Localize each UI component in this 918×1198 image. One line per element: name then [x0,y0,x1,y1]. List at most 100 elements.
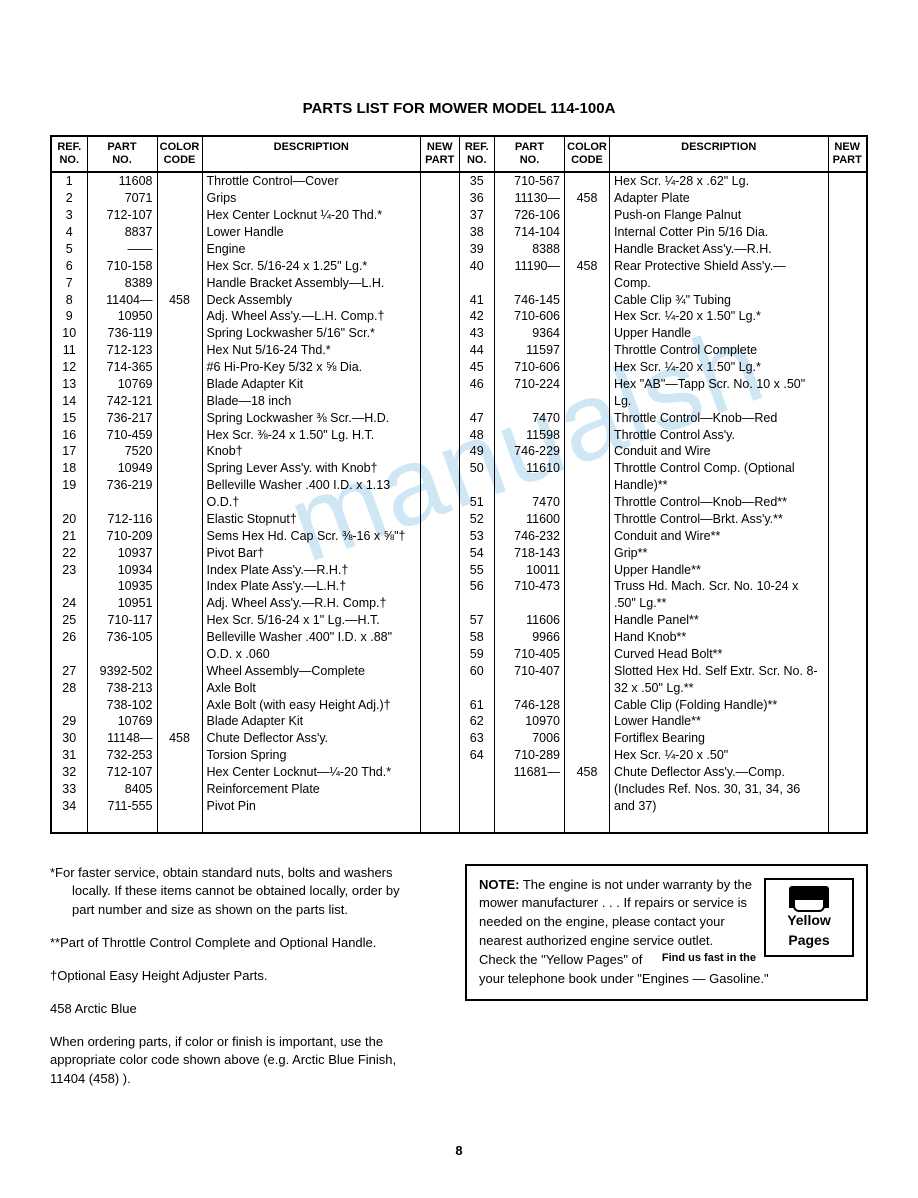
cell-part: 8405 [87,781,157,798]
cell-color [157,410,202,427]
cell-ref: 13 [52,376,87,393]
cell-part: 9966 [495,629,565,646]
cell-ref: 6 [52,258,87,275]
cell-color [565,713,610,730]
table-row: 78389Handle Bracket Assembly—L.H. [52,275,459,292]
cell-part: 710-117 [87,612,157,629]
cell-part: 712-107 [87,764,157,781]
cell-ref: 5 [52,241,87,258]
cell-new [421,747,459,764]
table-row: 37726-106Push-on Flange Palnut [460,207,867,224]
cell-color [565,646,610,663]
cell-color [157,342,202,359]
cell-ref: 54 [460,545,495,562]
cell-desc: Adj. Wheel Ass'y.—R.H. Comp.† [202,595,421,612]
cell-desc: Blade—18 inch [202,393,421,410]
cell-desc: Lower Handle [202,224,421,241]
cell-ref: 26 [52,629,87,663]
cell-new [828,494,866,511]
cell-ref: 31 [52,747,87,764]
table-row: 11712-123Hex Nut 5/16-24 Thd.* [52,342,459,359]
cell-color [565,460,610,494]
cell-desc: Slotted Hex Hd. Self Extr. Scr. No. 8-32… [610,663,829,697]
cell-desc: Throttle Control—Brkt. Ass'y.** [610,511,829,528]
cell-desc: Hex Scr. ¼-20 x .50" [610,747,829,764]
cell-part: 11606 [495,612,565,629]
cell-color [565,511,610,528]
footnote-dstar: **Part of Throttle Control Complete and … [50,934,425,953]
cell-desc: Hex Nut 5/16-24 Thd.* [202,342,421,359]
cell-ref: 55 [460,562,495,579]
cell-color [157,376,202,393]
cell-desc: Rear Protective Shield Ass'y.— Comp. [610,258,829,292]
parts-table-left: REF.NO. PARTNO. COLORCODE DESCRIPTION NE… [52,137,459,832]
table-row: 46710-224Hex "AB"—Tapp Scr. No. 10 x .50… [460,376,867,410]
cell-part: 712-107 [87,207,157,224]
table-row: 811404—458Deck Assembly [52,292,459,309]
cell-new [828,427,866,444]
cell-color [565,697,610,714]
cell-new [421,595,459,612]
cell-desc: Reinforcement Plate [202,781,421,798]
cell-color [157,562,202,579]
cell-color [565,528,610,545]
table-row: 2910769Blade Adapter Kit [52,713,459,730]
cell-color: 458 [565,190,610,207]
cell-color [157,241,202,258]
cell-desc: Curved Head Bolt** [610,646,829,663]
cell-ref: 52 [460,511,495,528]
cell-desc: Axle Bolt [202,680,421,697]
cell-part: 11190— [495,258,565,292]
cell-part: 746-229 [495,443,565,460]
cell-part: 11148— [87,730,157,747]
cell-new [421,680,459,697]
table-row: 3611130—458Adapter Plate [460,190,867,207]
cell-part: 10950 [87,308,157,325]
cell-desc: Knob† [202,443,421,460]
table-row: 5711606Handle Panel** [460,612,867,629]
cell-new [828,511,866,528]
cell-desc: Engine [202,241,421,258]
cell-new [421,460,459,477]
cell-desc: Grips [202,190,421,207]
table-row: 61746-128Cable Clip (Folding Handle)** [460,697,867,714]
table-row: 38714-104Internal Cotter Pin 5/16 Dia. [460,224,867,241]
cell-color [157,172,202,190]
cell-desc: Grip** [610,545,829,562]
cell-color [157,325,202,342]
cell-color [565,359,610,376]
footnote-dagger: †Optional Easy Height Adjuster Parts. [50,967,425,986]
table-row: 5——Engine [52,241,459,258]
table-row: 3011148—458Chute Deflector Ass'y. [52,730,459,747]
cell-desc: Throttle Control—Cover [202,172,421,190]
table-row: 64710-289Hex Scr. ¼-20 x .50" [460,747,867,764]
cell-color [157,528,202,545]
col-part: PARTNO. [495,137,565,172]
cell-color: 458 [157,730,202,747]
cell-color [157,747,202,764]
cell-new [828,460,866,494]
cell-part: 8389 [87,275,157,292]
table-row: 2410951Adj. Wheel Ass'y.—R.H. Comp.† [52,595,459,612]
cell-part: 732-253 [87,747,157,764]
cell-part: 9392-502 [87,663,157,680]
cell-ref: 60 [460,663,495,697]
cell-color [565,241,610,258]
table-row: 398388Handle Bracket Ass'y.—R.H. [460,241,867,258]
footnote-star: *For faster service, obtain standard nut… [50,864,425,921]
cell-new [421,578,459,595]
table-row: 12714-365#6 Hi-Pro-Key 5/32 x ⅝ Dia. [52,359,459,376]
cell-new [828,697,866,714]
yellow-pages-badge: Yellow Pages [764,878,854,957]
cell-new [828,730,866,747]
col-part: PARTNO. [87,137,157,172]
cell-desc: Hex "AB"—Tapp Scr. No. 10 x .50" Lg. [610,376,829,410]
cell-ref: 1 [52,172,87,190]
cell-color [157,190,202,207]
cell-part: 7470 [495,410,565,427]
cell-desc: Spring Lever Ass'y. with Knob† [202,460,421,477]
cell-part: 746-128 [495,697,565,714]
table-row: 59710-405Curved Head Bolt** [460,646,867,663]
footnote-color: 458 Arctic Blue [50,1000,425,1019]
cell-new [421,325,459,342]
